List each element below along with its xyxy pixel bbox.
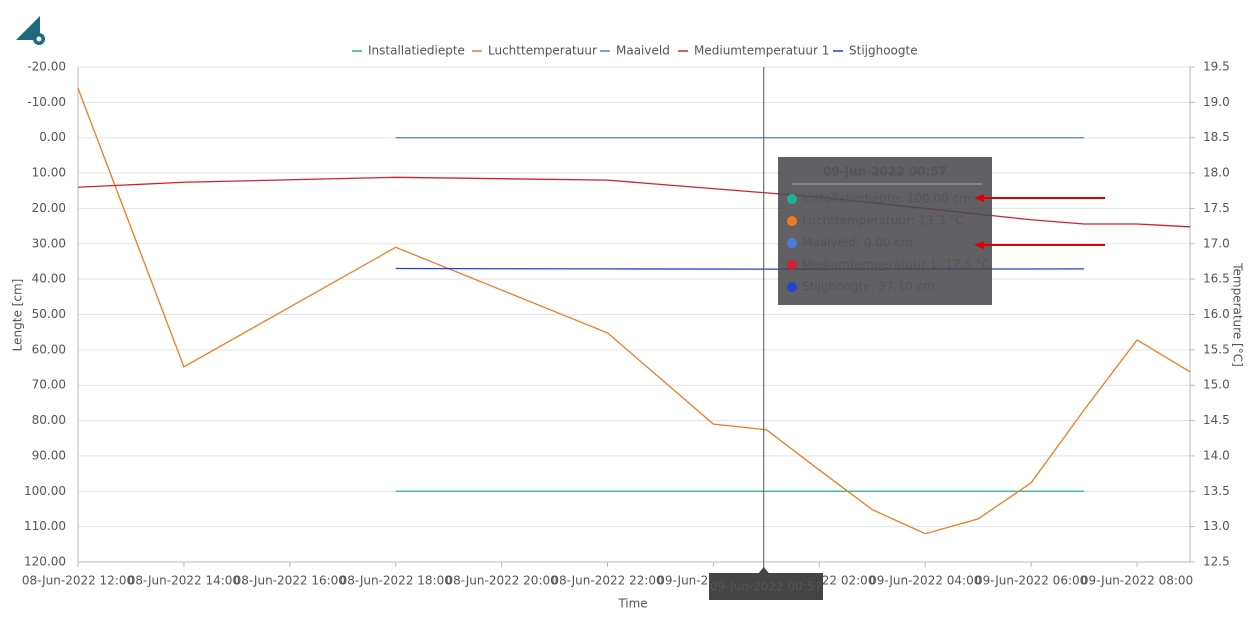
legend-label[interactable]: Mediumtemperatuur 1 <box>694 44 829 58</box>
tooltip-dot <box>787 194 797 204</box>
y2-tick-label: 16.0 <box>1203 307 1230 321</box>
y-tick-label: 30.00 <box>32 236 66 250</box>
y-tick-label: 110.00 <box>24 519 66 533</box>
tooltip-title: 09-Jun-2022 00:57 <box>823 165 947 179</box>
tooltip-dot <box>787 260 797 270</box>
y-tick-label: 80.00 <box>32 413 66 427</box>
tooltip-box <box>778 157 992 305</box>
x-tick-label: 08-Jun-2022 14:00 <box>128 574 240 588</box>
y2-tick-label: 14.5 <box>1203 413 1230 427</box>
y2-tick-label: 15.0 <box>1203 378 1230 392</box>
y2-tick-label: 17.0 <box>1203 236 1230 250</box>
annotation-arrowhead <box>974 194 984 202</box>
y-tick-label: 60.00 <box>32 342 66 356</box>
y-tick-label: -20.00 <box>27 60 66 74</box>
tooltip-item: Mediumtemperatuur 1: 17.5 °C <box>802 258 990 272</box>
x-tick-label: 08-Jun-2022 16:00 <box>234 574 346 588</box>
tooltip-dot <box>787 216 797 226</box>
x-tick-label: 08-Jun-2022 20:00 <box>445 574 557 588</box>
crosshair-label-box <box>709 567 823 600</box>
x-axis-title: Time <box>617 597 647 611</box>
tooltip-dot <box>787 238 797 248</box>
y2-tick-label: 17.5 <box>1203 201 1230 215</box>
y2-tick-label: 12.5 <box>1203 555 1230 569</box>
legend-label[interactable]: Luchttemperatuur <box>488 44 597 58</box>
x-tick-label: 08-Jun-2022 22:00 <box>551 574 663 588</box>
y2-tick-label: 16.5 <box>1203 272 1230 286</box>
y2-tick-label: 13.0 <box>1203 519 1230 533</box>
y-tick-label: -10.00 <box>27 95 66 109</box>
x-tick-label: 09-Jun-2022 08:00 <box>1081 574 1193 588</box>
y-tick-label: 40.00 <box>32 272 66 286</box>
y-tick-label: 70.00 <box>32 378 66 392</box>
series-line <box>77 87 1191 535</box>
x-tick-label: 09-Jun-2022 04:00 <box>869 574 981 588</box>
tooltip-item: Stijghoogte: 37.10 cm <box>802 280 935 294</box>
y2-tick-label: 15.5 <box>1203 342 1230 356</box>
y-tick-label: 20.00 <box>32 201 66 215</box>
y-tick-label: 10.00 <box>32 166 66 180</box>
y2-tick-label: 19.5 <box>1203 60 1230 74</box>
y-axis-title: Lengte [cm] <box>11 279 25 352</box>
x-tick-label: 08-Jun-2022 18:00 <box>340 574 452 588</box>
y2-axis-title: Temperature [°C] <box>1231 262 1245 367</box>
y-tick-label: 100.00 <box>24 484 66 498</box>
tooltip-item: Maaiveld: 0.00 cm <box>802 236 913 250</box>
y2-tick-label: 18.5 <box>1203 130 1230 144</box>
x-tick-label: 08-Jun-2022 12:00 <box>22 574 134 588</box>
legend-label[interactable]: Maaiveld <box>616 44 670 58</box>
app-icon[interactable] <box>16 16 45 45</box>
y-tick-label: 50.00 <box>32 307 66 321</box>
annotation-arrowhead <box>974 241 984 249</box>
x-tick-label: 09-Jun-2022 06:00 <box>975 574 1087 588</box>
legend-label[interactable]: Stijghoogte <box>849 44 918 58</box>
legend-label[interactable]: Installatiediepte <box>368 44 465 58</box>
y-tick-label: 90.00 <box>32 448 66 462</box>
y2-tick-label: 18.0 <box>1203 166 1230 180</box>
series-line <box>77 176 1191 228</box>
tooltip-item: Luchttemperatuur: 13.3 °C <box>802 214 963 228</box>
y2-tick-label: 14.0 <box>1203 448 1230 462</box>
y2-tick-label: 19.0 <box>1203 95 1230 109</box>
y-tick-label: 0.00 <box>39 130 66 144</box>
y2-tick-label: 13.5 <box>1203 484 1230 498</box>
tooltip-item: Installatiediepte: 100.00 cm <box>802 192 971 206</box>
crosshair-label: 09-Jun-2022 00:57 <box>710 580 822 594</box>
y-tick-label: 120.00 <box>24 555 66 569</box>
tooltip-dot <box>787 282 797 292</box>
